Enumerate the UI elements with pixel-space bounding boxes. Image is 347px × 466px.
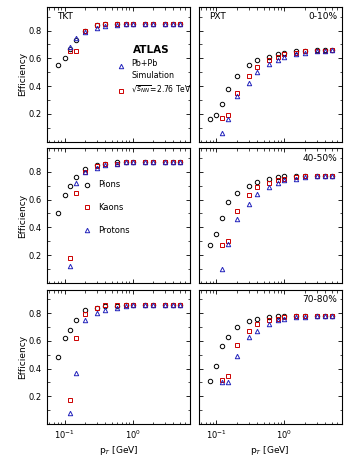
Y-axis label: Efficiency: Efficiency <box>18 52 27 96</box>
X-axis label: p$_T$ [GeV]: p$_T$ [GeV] <box>99 444 138 457</box>
Text: $\sqrt{s_{NN}}$=2.76 TeV: $\sqrt{s_{NN}}$=2.76 TeV <box>131 84 192 96</box>
Text: ATLAS: ATLAS <box>133 45 169 55</box>
Text: PXT: PXT <box>209 13 226 21</box>
Text: 70-80%: 70-80% <box>303 295 338 304</box>
Y-axis label: Efficiency: Efficiency <box>18 335 27 379</box>
Text: Pb+Pb: Pb+Pb <box>131 59 158 68</box>
X-axis label: p$_T$ [GeV]: p$_T$ [GeV] <box>251 444 290 457</box>
Y-axis label: Efficiency: Efficiency <box>18 193 27 238</box>
Text: Kaons: Kaons <box>99 203 124 212</box>
Text: Protons: Protons <box>99 226 130 235</box>
Text: 0-10%: 0-10% <box>308 13 338 21</box>
Text: Pions: Pions <box>99 180 121 189</box>
Text: 40-50%: 40-50% <box>303 154 338 163</box>
Text: Simulation: Simulation <box>131 71 174 80</box>
Text: TKT: TKT <box>57 13 73 21</box>
